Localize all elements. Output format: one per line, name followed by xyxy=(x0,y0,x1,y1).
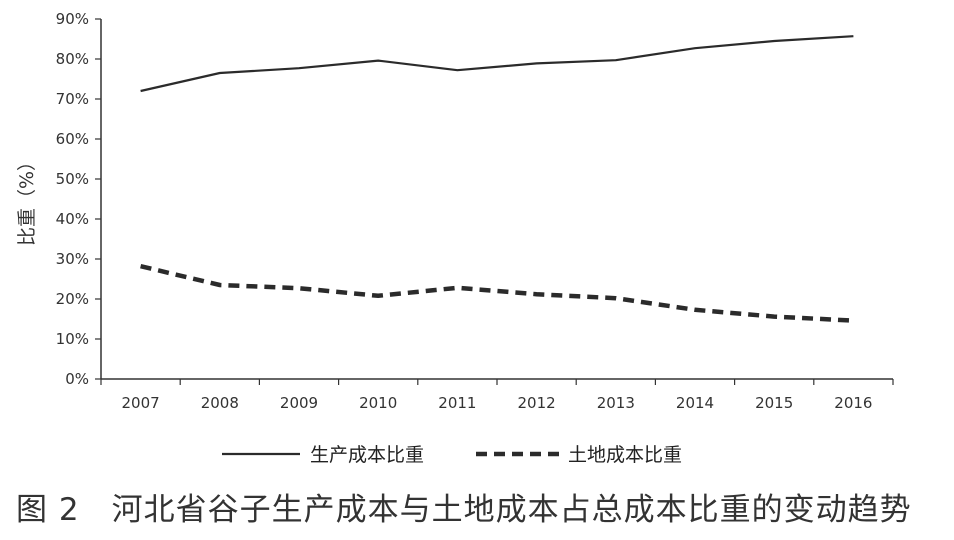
y-tick-label: 60% xyxy=(56,130,89,148)
y-tick-label: 0% xyxy=(65,370,89,388)
y-tick-label: 90% xyxy=(56,10,89,28)
legend-label-2: 土地成本比重 xyxy=(568,444,682,466)
x-tick-label: 2009 xyxy=(280,394,318,412)
y-tick-label: 50% xyxy=(56,170,89,188)
x-axis-ticks: 2007 2008 2009 2010 2011 2012 2013 2014 2015 2016 xyxy=(100,379,894,412)
x-tick-label: 2015 xyxy=(755,394,793,412)
y-tick-label: 20% xyxy=(56,290,89,308)
line-chart: 0%10%20%30%40%50%60%70%80%90% 2007 2008 20… xyxy=(16,10,894,466)
legend: 生产成本比重 土地成本比重 xyxy=(222,444,682,466)
x-tick-label: 2008 xyxy=(201,394,239,412)
y-axis-ticks: 0% 10% 20% 30% 40% 50% 60% 70% 80% 90% xyxy=(56,10,101,388)
y-tick-label: 40% xyxy=(56,210,89,228)
y-tick-label: 10% xyxy=(56,330,89,348)
y-tick-label: 30% xyxy=(56,250,89,268)
x-tick-label: 2012 xyxy=(518,394,556,412)
y-tick-label: 80% xyxy=(56,50,89,68)
chart-area: 0% 10% 20% 30% 40% 50% 60% 70% 80% 90% 2007 2008 20… xyxy=(16,10,894,466)
series-line-2 xyxy=(140,264,854,323)
figure-caption: 图 2 河北省谷子生产成本与土地成本占总成本比重的变动趋势 xyxy=(16,492,912,528)
x-tick-label: 2013 xyxy=(597,394,635,412)
x-tick-label: 2007 xyxy=(122,394,160,412)
x-tick-label: 2010 xyxy=(359,394,397,412)
x-tick-label: 2016 xyxy=(834,394,872,412)
y-axis-label: 比重（%） xyxy=(16,152,38,246)
y-tick-label: 70% xyxy=(56,90,89,108)
x-tick-label: 2014 xyxy=(676,394,714,412)
x-tick-label: 2011 xyxy=(438,394,476,412)
legend-label-1: 生产成本比重 xyxy=(310,444,424,466)
series-lines xyxy=(140,35,854,323)
series-line-1 xyxy=(140,35,854,93)
